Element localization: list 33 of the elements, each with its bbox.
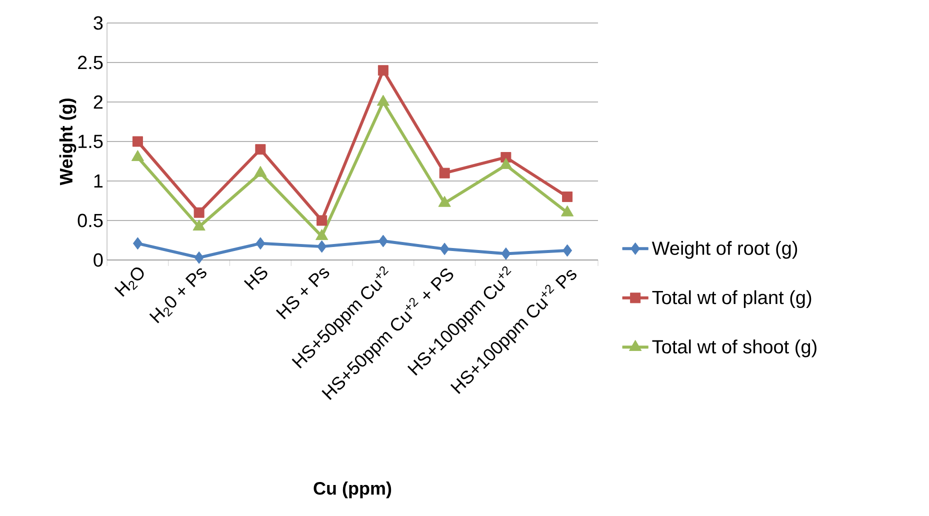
y-tick-label: 2.5	[78, 56, 103, 70]
point	[562, 192, 573, 202]
x-tick-label: HS	[244, 266, 268, 290]
point	[501, 247, 511, 260]
y-tick-label: 1.5	[78, 134, 103, 148]
point	[194, 207, 204, 218]
point	[439, 168, 450, 178]
y-tick-label: 0.5	[78, 214, 103, 228]
x-axis-title: Cu (ppm)	[314, 482, 392, 498]
y-tick-label: 0	[94, 253, 103, 267]
point	[317, 240, 327, 253]
point	[562, 244, 572, 257]
y-tick-label: 3	[94, 16, 103, 30]
y-axis-title: Weight (g)	[59, 98, 76, 186]
point	[378, 65, 388, 76]
legend-label: Weight of root (g)	[652, 241, 798, 259]
point	[440, 242, 450, 256]
point	[316, 229, 328, 240]
point	[256, 237, 266, 250]
point	[192, 220, 206, 231]
point	[132, 237, 142, 250]
legend-label: Total wt of plant (g)	[652, 290, 812, 308]
point	[316, 215, 328, 226]
legend-label: Total wt of shoot (g)	[652, 340, 816, 358]
y-tick-label: 2	[94, 95, 103, 109]
x-tick-label: H$_{2}$0 + Ps	[149, 268, 206, 324]
y-tick-label: 1	[94, 174, 103, 188]
point	[378, 234, 388, 248]
point	[131, 150, 144, 162]
point	[194, 251, 204, 264]
x-tick-label: H$_{2}$O	[114, 267, 144, 297]
point	[255, 144, 266, 155]
point	[132, 136, 143, 147]
